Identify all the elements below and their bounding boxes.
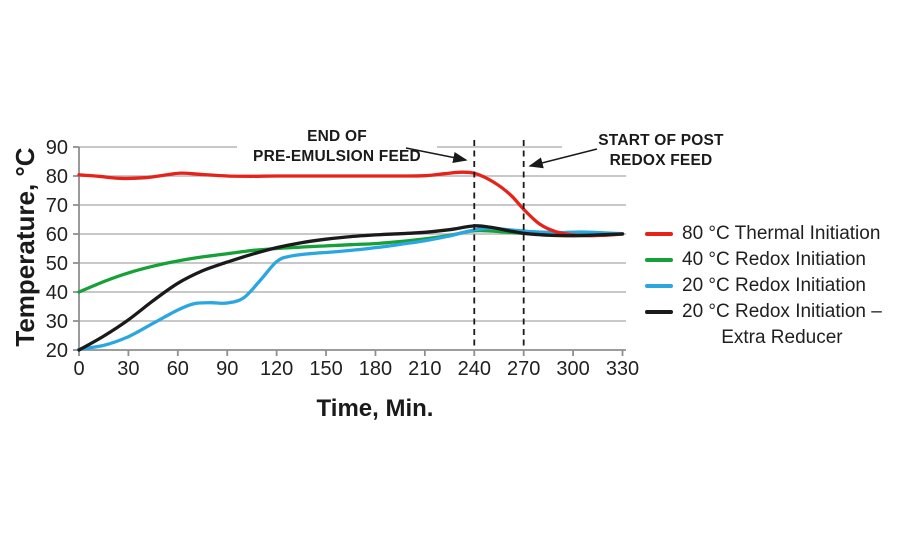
legend-item-4: 20 °C Redox Initiation – Extra Reducer (645, 299, 882, 351)
y-tick-labels: 20 30 40 50 60 70 80 90 (46, 137, 68, 362)
legend: 80 °C Thermal Initiation 40 °C Redox Init… (645, 221, 882, 351)
y-tick-label: 50 (46, 253, 68, 275)
series-line-3 (77, 226, 625, 351)
x-tick-label: 150 (309, 358, 342, 380)
legend-item-3: 20 °C Redox Initiation (645, 273, 882, 299)
x-tick-labels: 0 30 60 90 120 150 180 210 240 270 300 330 (73, 358, 639, 380)
legend-swatch (645, 258, 673, 262)
y-tick-label: 30 (46, 311, 68, 333)
x-tick-label: 90 (216, 358, 238, 380)
x-tick-label: 180 (359, 358, 392, 380)
legend-label: 80 °C Thermal Initiation (682, 221, 880, 247)
y-axis-title: Temperature, °C (10, 147, 40, 347)
series-lines (77, 170, 625, 352)
x-tick-label: 210 (408, 358, 441, 380)
x-tick-label: 240 (458, 358, 491, 380)
legend-label: 20 °C Redox Initiation – Extra Reducer (682, 299, 882, 351)
x-tick-label: 120 (260, 358, 293, 380)
legend-label: 20 °C Redox Initiation (682, 273, 866, 299)
series-line-4 (77, 224, 625, 352)
legend-label-line: 20 °C Redox Initiation (682, 275, 866, 296)
legend-label-line: Extra Reducer (721, 327, 843, 348)
series-line-2 (77, 228, 625, 294)
axes (73, 146, 626, 356)
legend-label-line: 80 °C Thermal Initiation (682, 223, 881, 244)
y-tick-label: 80 (46, 166, 68, 188)
legend-label-line: 20 °C Redox Initiation – (682, 301, 882, 322)
y-tick-label: 70 (46, 195, 68, 217)
annotation-line: START OF POST (598, 132, 724, 149)
y-tick-label: 20 (46, 340, 68, 362)
legend-item-2: 40 °C Redox Initiation (645, 247, 882, 273)
y-tick-label: 40 (46, 282, 68, 304)
annotation-end-of-pre-emulsion-feed: END OF PRE-EMULSION FEED (237, 127, 437, 167)
annotation-start-of-post-redox-feed: START OF POST REDOX FEED (562, 131, 760, 171)
legend-swatch (645, 310, 673, 314)
legend-item-1: 80 °C Thermal Initiation (645, 221, 882, 247)
x-tick-label: 30 (117, 358, 139, 380)
annotation-line: REDOX FEED (609, 152, 713, 169)
x-tick-label: 330 (606, 358, 639, 380)
annotation-line: PRE-EMULSION FEED (253, 148, 421, 165)
legend-swatch (645, 232, 673, 236)
legend-label: 40 °C Redox Initiation (682, 247, 866, 273)
series-line-1 (77, 170, 625, 238)
x-tick-label: 0 (73, 358, 84, 380)
event-marker-lines (473, 140, 525, 350)
x-tick-label: 270 (507, 358, 540, 380)
x-tick-label: 60 (167, 358, 189, 380)
x-axis-title: Time, Min. (316, 395, 434, 422)
legend-label-line: 40 °C Redox Initiation (682, 249, 866, 270)
legend-swatch (645, 284, 673, 288)
y-tick-label: 90 (46, 137, 68, 159)
y-tick-label: 60 (46, 224, 68, 246)
annotation-line: END OF (307, 128, 367, 145)
x-tick-label: 300 (556, 358, 589, 380)
